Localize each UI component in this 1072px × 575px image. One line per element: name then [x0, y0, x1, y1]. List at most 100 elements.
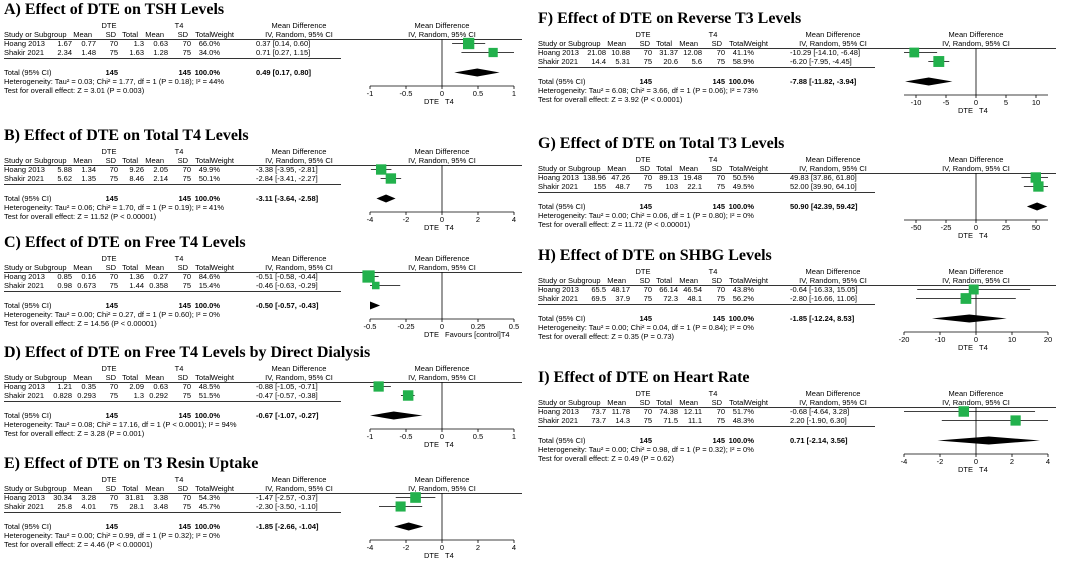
total-n-ctl: 145: [178, 522, 191, 531]
forest-plot: -10 -5 0 5 10 DTE T4: [904, 47, 1048, 115]
col-md-plot: IV, Random, 95% CI: [408, 30, 476, 39]
study-point-estimate: [373, 381, 384, 392]
total-label: Total (95% CI): [4, 411, 52, 420]
md-header: Mean Difference: [805, 389, 861, 398]
mean-ctl: 89.13: [659, 173, 678, 182]
study-name: Shakir 2021: [538, 57, 579, 66]
x-tick-label: 0.5: [509, 322, 519, 331]
total-label: Total (95% CI): [4, 522, 52, 531]
total-mean-diff-ci: -7.88 [-11.82, -3.94]: [790, 77, 857, 86]
pooled-diamond: [905, 77, 953, 86]
header-group-row: DTE T4 Mean Difference Mean Difference: [4, 475, 534, 484]
total-mean-diff-ci: -1.85 [-12.24, 8.53]: [790, 314, 855, 323]
total-exp: 75: [643, 182, 652, 191]
total-weight: 100.0%: [728, 314, 754, 323]
col-total-exp: Total: [122, 484, 138, 493]
x-tick-label: 20: [1044, 335, 1052, 344]
heterogeneity-text: Heterogeneity: Tau² = 0.00; Chi² = 0.99,…: [4, 531, 220, 540]
col-sd-exp: SD: [105, 156, 116, 165]
table-rule: [4, 291, 341, 292]
header-col-row: Study or Subgroup Mean SD Total Mean SD Total W…: [538, 398, 1068, 407]
mean-exp: 155: [593, 182, 606, 191]
study-point-estimate: [462, 37, 475, 50]
sd-exp: 14.3: [615, 416, 630, 425]
col-study: Study or Subgroup: [4, 263, 67, 272]
panel-title: G) Effect of DTE on Total T3 Levels: [538, 135, 785, 152]
total-weight: 100.0%: [194, 68, 220, 77]
md-plot-header: Mean Difference: [414, 254, 470, 263]
col-md-plot: IV, Random, 95% CI: [408, 156, 476, 165]
col-md-plot: IV, Random, 95% CI: [408, 484, 476, 493]
total-ctl: 75: [716, 294, 725, 303]
sd-ctl: 3.48: [153, 502, 168, 511]
study-row: Shakir 2021 25.8 4.01 75 28.1 3.48 75 45.7% -2.3…: [4, 502, 534, 511]
header-rule: [538, 285, 1056, 286]
total-weight: 100.0%: [728, 202, 754, 211]
mean-diff-ci: -2.84 [-3.41, -2.27]: [256, 174, 318, 183]
col-mean-ctl: Mean: [145, 30, 164, 39]
col-total-ctl: Total: [195, 156, 211, 165]
sd-ctl: 1.28: [153, 48, 168, 57]
x-tick-label: -1: [367, 89, 374, 98]
x-tick-label: 25: [1002, 223, 1010, 232]
study-row: Shakir 2021 2.34 1.48 75 1.63 1.28 75 34.0% 0.71…: [4, 48, 534, 57]
study-point-estimate: [1010, 415, 1021, 426]
col-mean-ctl: Mean: [145, 373, 164, 382]
total-label: Total (95% CI): [538, 202, 586, 211]
total-ctl: 75: [716, 57, 725, 66]
pooled-diamond: [931, 314, 1007, 323]
study-row: Hoang 2013 65.5 48.17 70 66.14 46.54 70 43.8% -0…: [538, 285, 1068, 294]
mean-diff-ci: -0.64 [-16.33, 15.05]: [790, 285, 858, 294]
sd-exp: 0.293: [77, 391, 96, 400]
x-tick-label: -2: [937, 457, 944, 466]
x-tick-label: 1: [512, 89, 516, 98]
mean-ctl: 72.3: [663, 294, 678, 303]
col-sd-exp: SD: [105, 263, 116, 272]
col-total-exp: Total: [656, 398, 672, 407]
md-plot-header: Mean Difference: [414, 364, 470, 373]
mean-diff-ci: 49.83 [37.86, 61.80]: [790, 173, 857, 182]
mean-diff-ci: -3.38 [-3.95, -2.81]: [256, 165, 318, 174]
sd-exp: 0.16: [81, 272, 96, 281]
col-md-ci: IV, Random, 95% CI: [799, 39, 867, 48]
header-col-row: Study or Subgroup Mean SD Total Mean SD Total W…: [4, 30, 534, 39]
total-label: Total (95% CI): [4, 301, 52, 310]
total-ctl: 70: [182, 39, 191, 48]
study-name: Hoang 2013: [4, 382, 45, 391]
md-plot-header: Mean Difference: [948, 155, 1004, 164]
total-ctl: 70: [716, 173, 725, 182]
forest-plot: -50 -25 0 25 50 DTE T4: [904, 172, 1048, 240]
col-mean-ctl: Mean: [679, 164, 698, 173]
total-exp: 75: [643, 57, 652, 66]
weight: 66.0%: [198, 39, 220, 48]
weight: 41.1%: [732, 48, 754, 57]
group-label-exp: DTE: [101, 21, 117, 30]
col-md-plot: IV, Random, 95% CI: [942, 398, 1010, 407]
study-name: Shakir 2021: [538, 294, 579, 303]
header-rule: [4, 493, 522, 494]
overall-effect-text: Test for overall effect: Z = 14.56 (P < …: [4, 319, 157, 328]
header-group-row: DTE T4 Mean Difference Mean Difference: [538, 155, 1068, 164]
table-rule: [538, 426, 875, 427]
sd-exp: 37.9: [615, 294, 630, 303]
favours-right-label: T4: [445, 551, 454, 560]
header-group-row: DTE T4 Mean Difference Mean Difference: [538, 30, 1068, 39]
weight: 50.5%: [732, 173, 754, 182]
overall-effect-text: Test for overall effect: Z = 0.49 (P = 0…: [538, 454, 675, 463]
total-n-ctl: 145: [712, 314, 725, 323]
total-n-ctl: 145: [178, 68, 191, 77]
x-tick-label: 2: [476, 215, 480, 224]
col-total-ctl: Total: [195, 484, 211, 493]
panel-title: E) Effect of DTE on T3 Resin Uptake: [4, 455, 259, 472]
header-col-row: Study or Subgroup Mean SD Total Mean SD Total W…: [4, 484, 534, 493]
study-name: Shakir 2021: [4, 48, 45, 57]
col-weight: Weight: [744, 164, 768, 173]
favours-left-label: DTE: [958, 231, 973, 240]
total-n-exp: 145: [105, 411, 118, 420]
total-exp: 75: [109, 48, 118, 57]
group-label-ctl: T4: [174, 147, 184, 156]
col-md-ci: IV, Random, 95% CI: [799, 276, 867, 285]
study-name: Hoang 2013: [538, 48, 579, 57]
total-ctl: 75: [182, 391, 191, 400]
mean-exp: 5.62: [57, 174, 72, 183]
